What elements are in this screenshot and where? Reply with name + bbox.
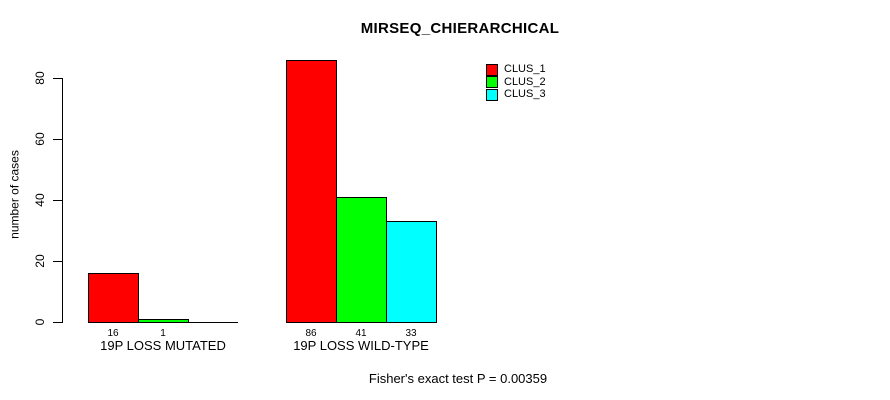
bar-clus_2 — [138, 319, 189, 323]
bar-clus_2 — [336, 197, 387, 323]
y-tick-label: 40 — [33, 193, 47, 207]
legend-swatch-icon — [486, 63, 498, 76]
y-tick — [53, 78, 62, 79]
bar-clus_3 — [386, 221, 437, 323]
legend-swatch-icon — [486, 88, 498, 101]
y-axis-line — [62, 78, 63, 323]
y-tick-label: 20 — [33, 254, 47, 268]
bar-value-label: 86 — [305, 328, 317, 339]
y-tick — [53, 322, 62, 323]
y-tick-label: 60 — [33, 132, 47, 146]
bar-value-label: 1 — [160, 328, 166, 339]
category-label: 19P LOSS WILD-TYPE — [293, 338, 429, 353]
bar-value-label: 33 — [405, 328, 417, 339]
stat-annotation: Fisher's exact test P = 0.00359 — [368, 371, 548, 386]
bar-value-label: 41 — [355, 328, 367, 339]
legend: CLUS_1 CLUS_2 CLUS_3 — [486, 63, 546, 102]
legend-item-clus_1: CLUS_1 — [486, 63, 546, 76]
bar-clus_1 — [88, 273, 139, 323]
y-tick-label: 0 — [33, 318, 47, 326]
y-tick-label: 80 — [33, 71, 47, 85]
legend-swatch-icon — [486, 76, 498, 88]
legend-item-clus_2: CLUS_2 — [486, 75, 546, 88]
y-tick — [53, 139, 62, 140]
y-axis-title: number of cases — [7, 150, 22, 239]
chart-title: MIRSEQ_CHIERARCHICAL — [360, 20, 560, 37]
bar-value-label: 16 — [107, 328, 119, 339]
y-tick — [53, 200, 62, 201]
legend-label: CLUS_2 — [504, 75, 546, 88]
y-tick — [53, 261, 62, 262]
legend-item-clus_3: CLUS_3 — [486, 88, 546, 101]
category-label: 19P LOSS MUTATED — [100, 338, 226, 353]
legend-label: CLUS_3 — [504, 88, 546, 100]
bar-clus_1 — [286, 60, 337, 323]
legend-label: CLUS_1 — [504, 63, 546, 75]
bar-clus_3-zero — [188, 322, 238, 323]
